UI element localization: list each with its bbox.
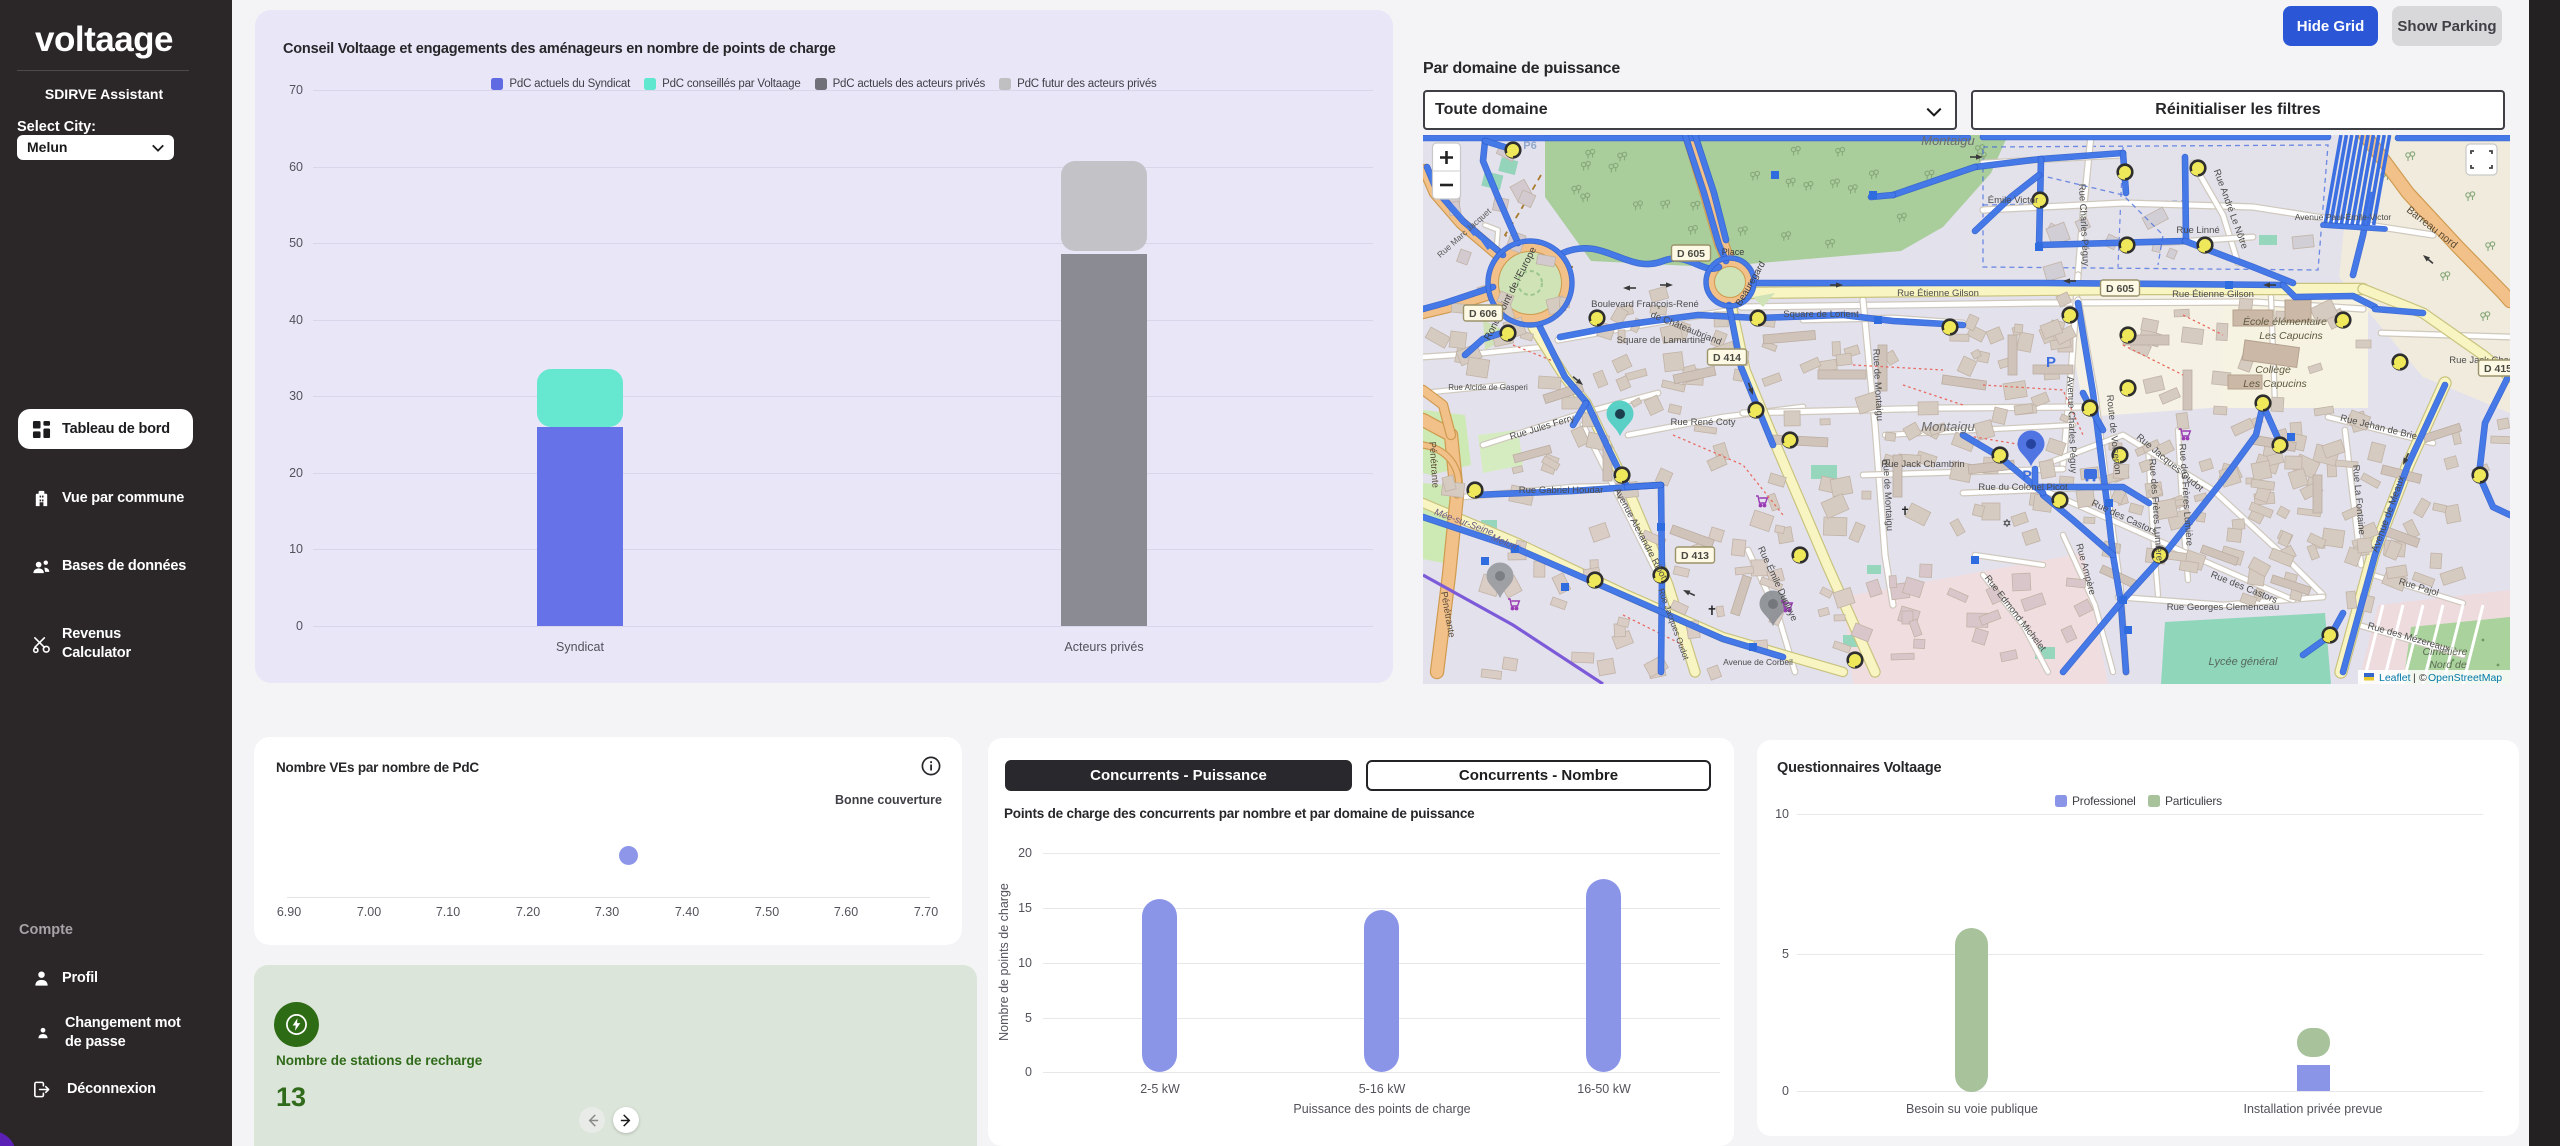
svg-text:Les Capucins: Les Capucins	[2243, 378, 2307, 390]
svg-text:Square de Lamartine: Square de Lamartine	[1617, 335, 1706, 346]
svg-text:P: P	[2046, 354, 2056, 371]
svg-text:P: P	[2022, 467, 2031, 483]
svg-text:D 605: D 605	[1677, 248, 1705, 260]
svg-text:Rue Alcide de Gasperi: Rue Alcide de Gasperi	[1448, 383, 1528, 392]
svg-text:OpenStreetMap: OpenStreetMap	[2428, 672, 2502, 684]
svg-text:Rue de Montaigu: Rue de Montaigu	[1870, 348, 1885, 421]
svg-text:D 415: D 415	[2484, 363, 2510, 375]
svg-text:Square de Lorient: Square de Lorient	[1783, 309, 1859, 320]
svg-text:|: |	[2413, 672, 2416, 684]
svg-text:École élémentaire: École élémentaire	[2243, 315, 2327, 328]
svg-text:Nord de: Nord de	[2429, 659, 2467, 671]
svg-text:D 413: D 413	[1681, 550, 1709, 562]
svg-text:Les Capucins: Les Capucins	[2259, 330, 2323, 342]
svg-text:Rue Étienne Gilson: Rue Étienne Gilson	[2172, 289, 2254, 300]
svg-text:Rue Étienne Gilson: Rue Étienne Gilson	[1897, 288, 1979, 299]
svg-text:Émile Victor: Émile Victor	[1988, 195, 2039, 206]
svg-text:✝: ✝	[1707, 603, 1718, 618]
svg-text:P6: P6	[1523, 140, 1536, 152]
svg-text:Avenue Charles Péguy: Avenue Charles Péguy	[2064, 376, 2078, 474]
svg-text:©: ©	[2419, 672, 2427, 684]
svg-text:Avenue Paul-Émile-Victor: Avenue Paul-Émile-Victor	[2295, 212, 2392, 222]
svg-text:Cimetière: Cimetière	[2423, 646, 2468, 658]
svg-text:Rue Georges Clemenceau: Rue Georges Clemenceau	[2167, 602, 2279, 613]
svg-text:Lycée général: Lycée général	[2209, 656, 2278, 668]
svg-text:✝: ✝	[1900, 504, 1910, 518]
svg-text:Rue de Montaigu: Rue de Montaigu	[1880, 458, 1895, 531]
svg-text:Boulevard François-René: Boulevard François-René	[1591, 299, 1699, 310]
svg-text:Montaigu: Montaigu	[1921, 419, 1974, 434]
svg-text:Rue Jack Chambrin: Rue Jack Chambrin	[1881, 459, 1964, 470]
svg-text:Leaflet: Leaflet	[2379, 672, 2411, 684]
svg-text:Montaigu: Montaigu	[1921, 135, 1974, 148]
svg-text:D 414: D 414	[1713, 352, 1741, 364]
svg-text:Rue Gabriel Houdar: Rue Gabriel Houdar	[1519, 485, 1604, 496]
svg-text:D 606: D 606	[1469, 308, 1497, 320]
svg-text:Rue Charles Péguy: Rue Charles Péguy	[2076, 183, 2091, 266]
svg-text:Pénétrante: Pénétrante	[1426, 441, 1440, 488]
svg-text:✡: ✡	[2002, 518, 2011, 530]
svg-text:Rue Linné: Rue Linné	[2176, 225, 2219, 236]
svg-text:Rue René Coty: Rue René Coty	[1671, 417, 1736, 428]
svg-text:D 605: D 605	[2106, 283, 2134, 295]
svg-text:Place: Place	[1722, 247, 1745, 257]
svg-text:Rue du Colonel Picot: Rue du Colonel Picot	[1978, 482, 2068, 493]
svg-text:Avenue de Corbeil: Avenue de Corbeil	[1723, 657, 1793, 667]
svg-text:Collège: Collège	[2255, 364, 2291, 376]
